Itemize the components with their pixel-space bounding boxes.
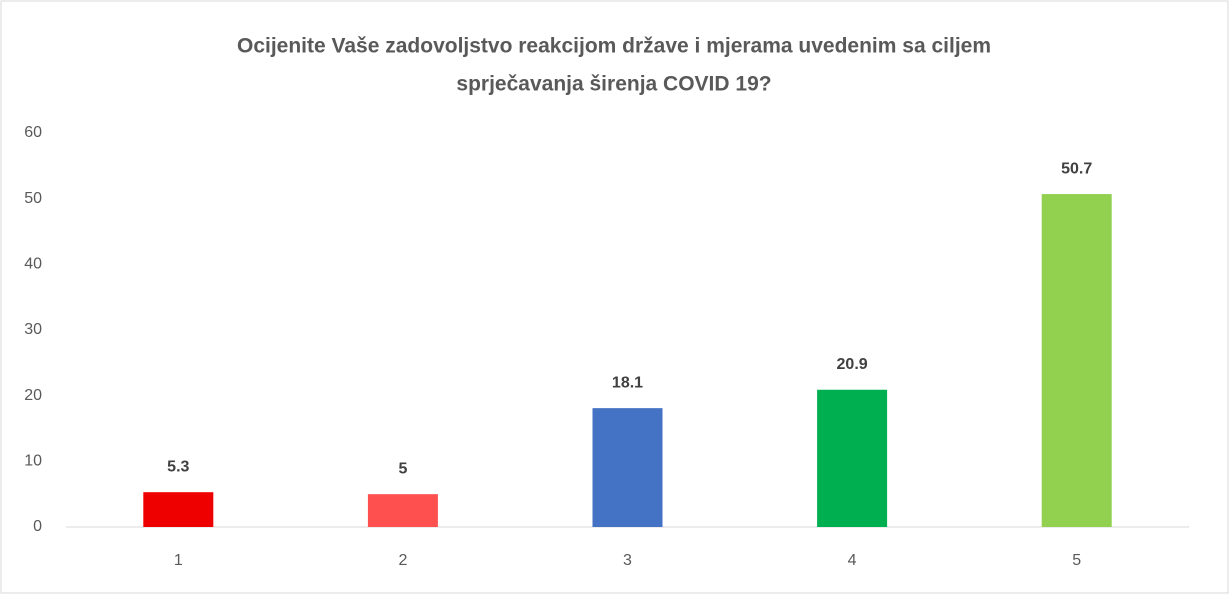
y-tick-label: 0	[33, 518, 42, 535]
y-tick-label: 60	[24, 124, 42, 141]
y-tick-label: 10	[24, 453, 42, 470]
value-label: 18.1	[612, 374, 643, 391]
value-label: 50.7	[1061, 160, 1092, 177]
bar	[1041, 194, 1112, 527]
y-tick-label: 30	[24, 321, 42, 338]
bar	[592, 408, 663, 527]
bar	[367, 494, 438, 527]
bar	[143, 492, 214, 527]
value-label: 5.3	[167, 458, 189, 475]
y-tick-label: 50	[24, 190, 42, 207]
value-label: 20.9	[837, 356, 868, 373]
y-tick-label: 20	[24, 387, 42, 404]
value-label: 5	[398, 460, 407, 477]
x-tick-label: 2	[398, 552, 407, 569]
bar	[817, 389, 888, 527]
x-tick-label: 1	[174, 552, 183, 569]
x-tick-label: 3	[623, 552, 632, 569]
x-tick-label: 5	[1072, 552, 1081, 569]
chart-title-line: Ocijenite Vaše zadovoljstvo reakcijom dr…	[237, 35, 991, 58]
chart-title-line: sprječavanja širenja COVID 19?	[456, 73, 771, 96]
x-tick-label: 4	[848, 552, 857, 569]
y-tick-label: 40	[24, 256, 42, 273]
